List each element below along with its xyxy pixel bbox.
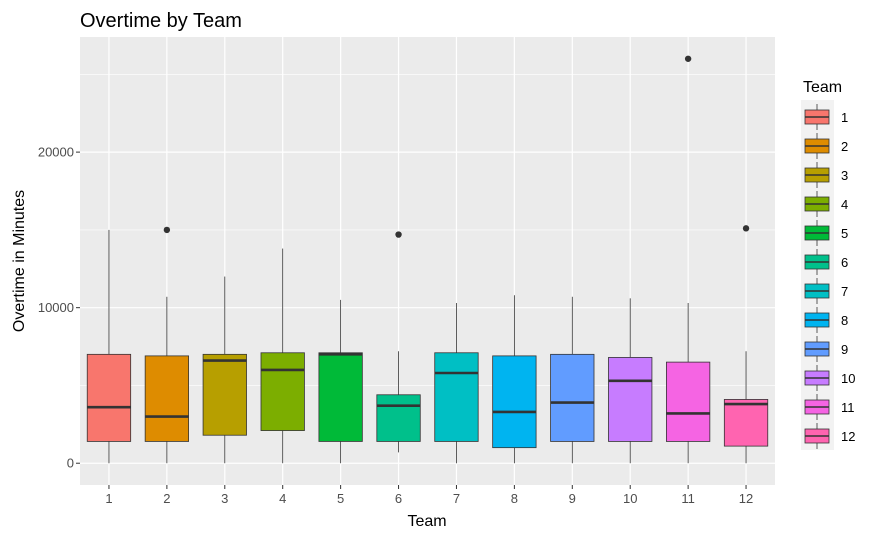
x-tick-label: 9 <box>569 491 576 506</box>
outlier-point <box>684 55 692 62</box>
box-body <box>666 361 711 442</box>
outlier-point <box>163 226 171 234</box>
legend-item-label: 8 <box>841 313 848 328</box>
legend-item-5: 5 <box>804 220 848 246</box>
legend-item-label: 1 <box>841 110 848 125</box>
legend-item-label: 9 <box>841 342 848 357</box>
box-body <box>550 353 595 442</box>
legend-item-label: 7 <box>841 284 848 299</box>
legend-item-6: 6 <box>804 249 848 275</box>
y-tick-label: 10000 <box>38 300 74 315</box>
x-axis: 1 2 3 4 5 6 7 8 9 10 11 12 <box>105 485 753 506</box>
box-team-10 <box>608 298 653 464</box>
box-body <box>723 399 769 447</box>
legend-item-3: 3 <box>804 162 848 188</box>
x-tick-label: 12 <box>739 491 753 506</box>
x-tick-label: 1 <box>105 491 112 506</box>
x-tick-label: 10 <box>623 491 637 506</box>
box-body <box>376 394 421 442</box>
y-tick-label: 0 <box>67 456 74 471</box>
legend-item-9: 9 <box>804 336 848 362</box>
plot-panel <box>80 37 775 485</box>
legend-item-label: 12 <box>841 429 855 444</box>
legend-title: Team <box>803 79 842 96</box>
legend-item-12: 12 <box>804 423 855 449</box>
legend-item-2: 2 <box>804 133 848 159</box>
box-team-6 <box>376 231 421 453</box>
x-tick-label: 8 <box>511 491 518 506</box>
y-axis: 0 10000 20000 <box>38 145 80 471</box>
box-team-4 <box>260 248 305 464</box>
legend-item-label: 6 <box>841 255 848 270</box>
box-team-12 <box>723 225 769 464</box>
outlier-point <box>742 225 750 232</box>
legend-item-1: 1 <box>804 104 848 130</box>
legend-item-label: 11 <box>841 400 855 415</box>
legend-key-background <box>801 100 834 450</box>
legend-item-label: 5 <box>841 226 848 241</box>
box-body <box>318 352 363 442</box>
box-team-5 <box>318 299 363 464</box>
y-axis-title: Overtime in Minutes <box>11 190 28 332</box>
x-axis-title: Team <box>407 513 446 530</box>
legend-item-7: 7 <box>804 278 848 304</box>
outlier-point <box>395 231 402 238</box>
box-team-11 <box>666 55 711 464</box>
box-team-1 <box>86 229 132 464</box>
x-tick-label: 7 <box>453 491 460 506</box>
box-body <box>434 352 479 442</box>
legend-item-8: 8 <box>804 307 848 333</box>
box-body <box>492 355 537 449</box>
box-body <box>608 357 653 442</box>
legend-item-11: 11 <box>804 394 855 420</box>
boxes-layer <box>86 55 769 464</box>
x-tick-label: 6 <box>395 491 402 506</box>
legend-item-label: 3 <box>841 168 848 183</box>
box-body <box>86 353 132 442</box>
box-team-3 <box>202 276 247 464</box>
chart-title: Overtime by Team <box>80 10 242 32</box>
legend-item-label: 2 <box>841 139 848 154</box>
x-tick-label: 3 <box>221 491 228 506</box>
x-tick-label: 2 <box>163 491 170 506</box>
box-body <box>144 355 189 442</box>
box-team-2 <box>144 226 189 464</box>
x-tick-label: 4 <box>279 491 286 506</box>
box-body <box>202 353 247 436</box>
legend-item-10: 10 <box>804 365 855 391</box>
box-team-7 <box>434 303 479 464</box>
box-team-8 <box>492 295 537 464</box>
legend-item-label: 4 <box>841 197 848 212</box>
legend-item-label: 10 <box>841 371 855 386</box>
x-tick-label: 11 <box>681 491 695 506</box>
y-tick-label: 20000 <box>38 145 74 160</box>
box-body <box>260 352 305 431</box>
box-team-9 <box>550 296 595 464</box>
legend-item-4: 4 <box>804 191 848 217</box>
x-tick-label: 5 <box>337 491 344 506</box>
